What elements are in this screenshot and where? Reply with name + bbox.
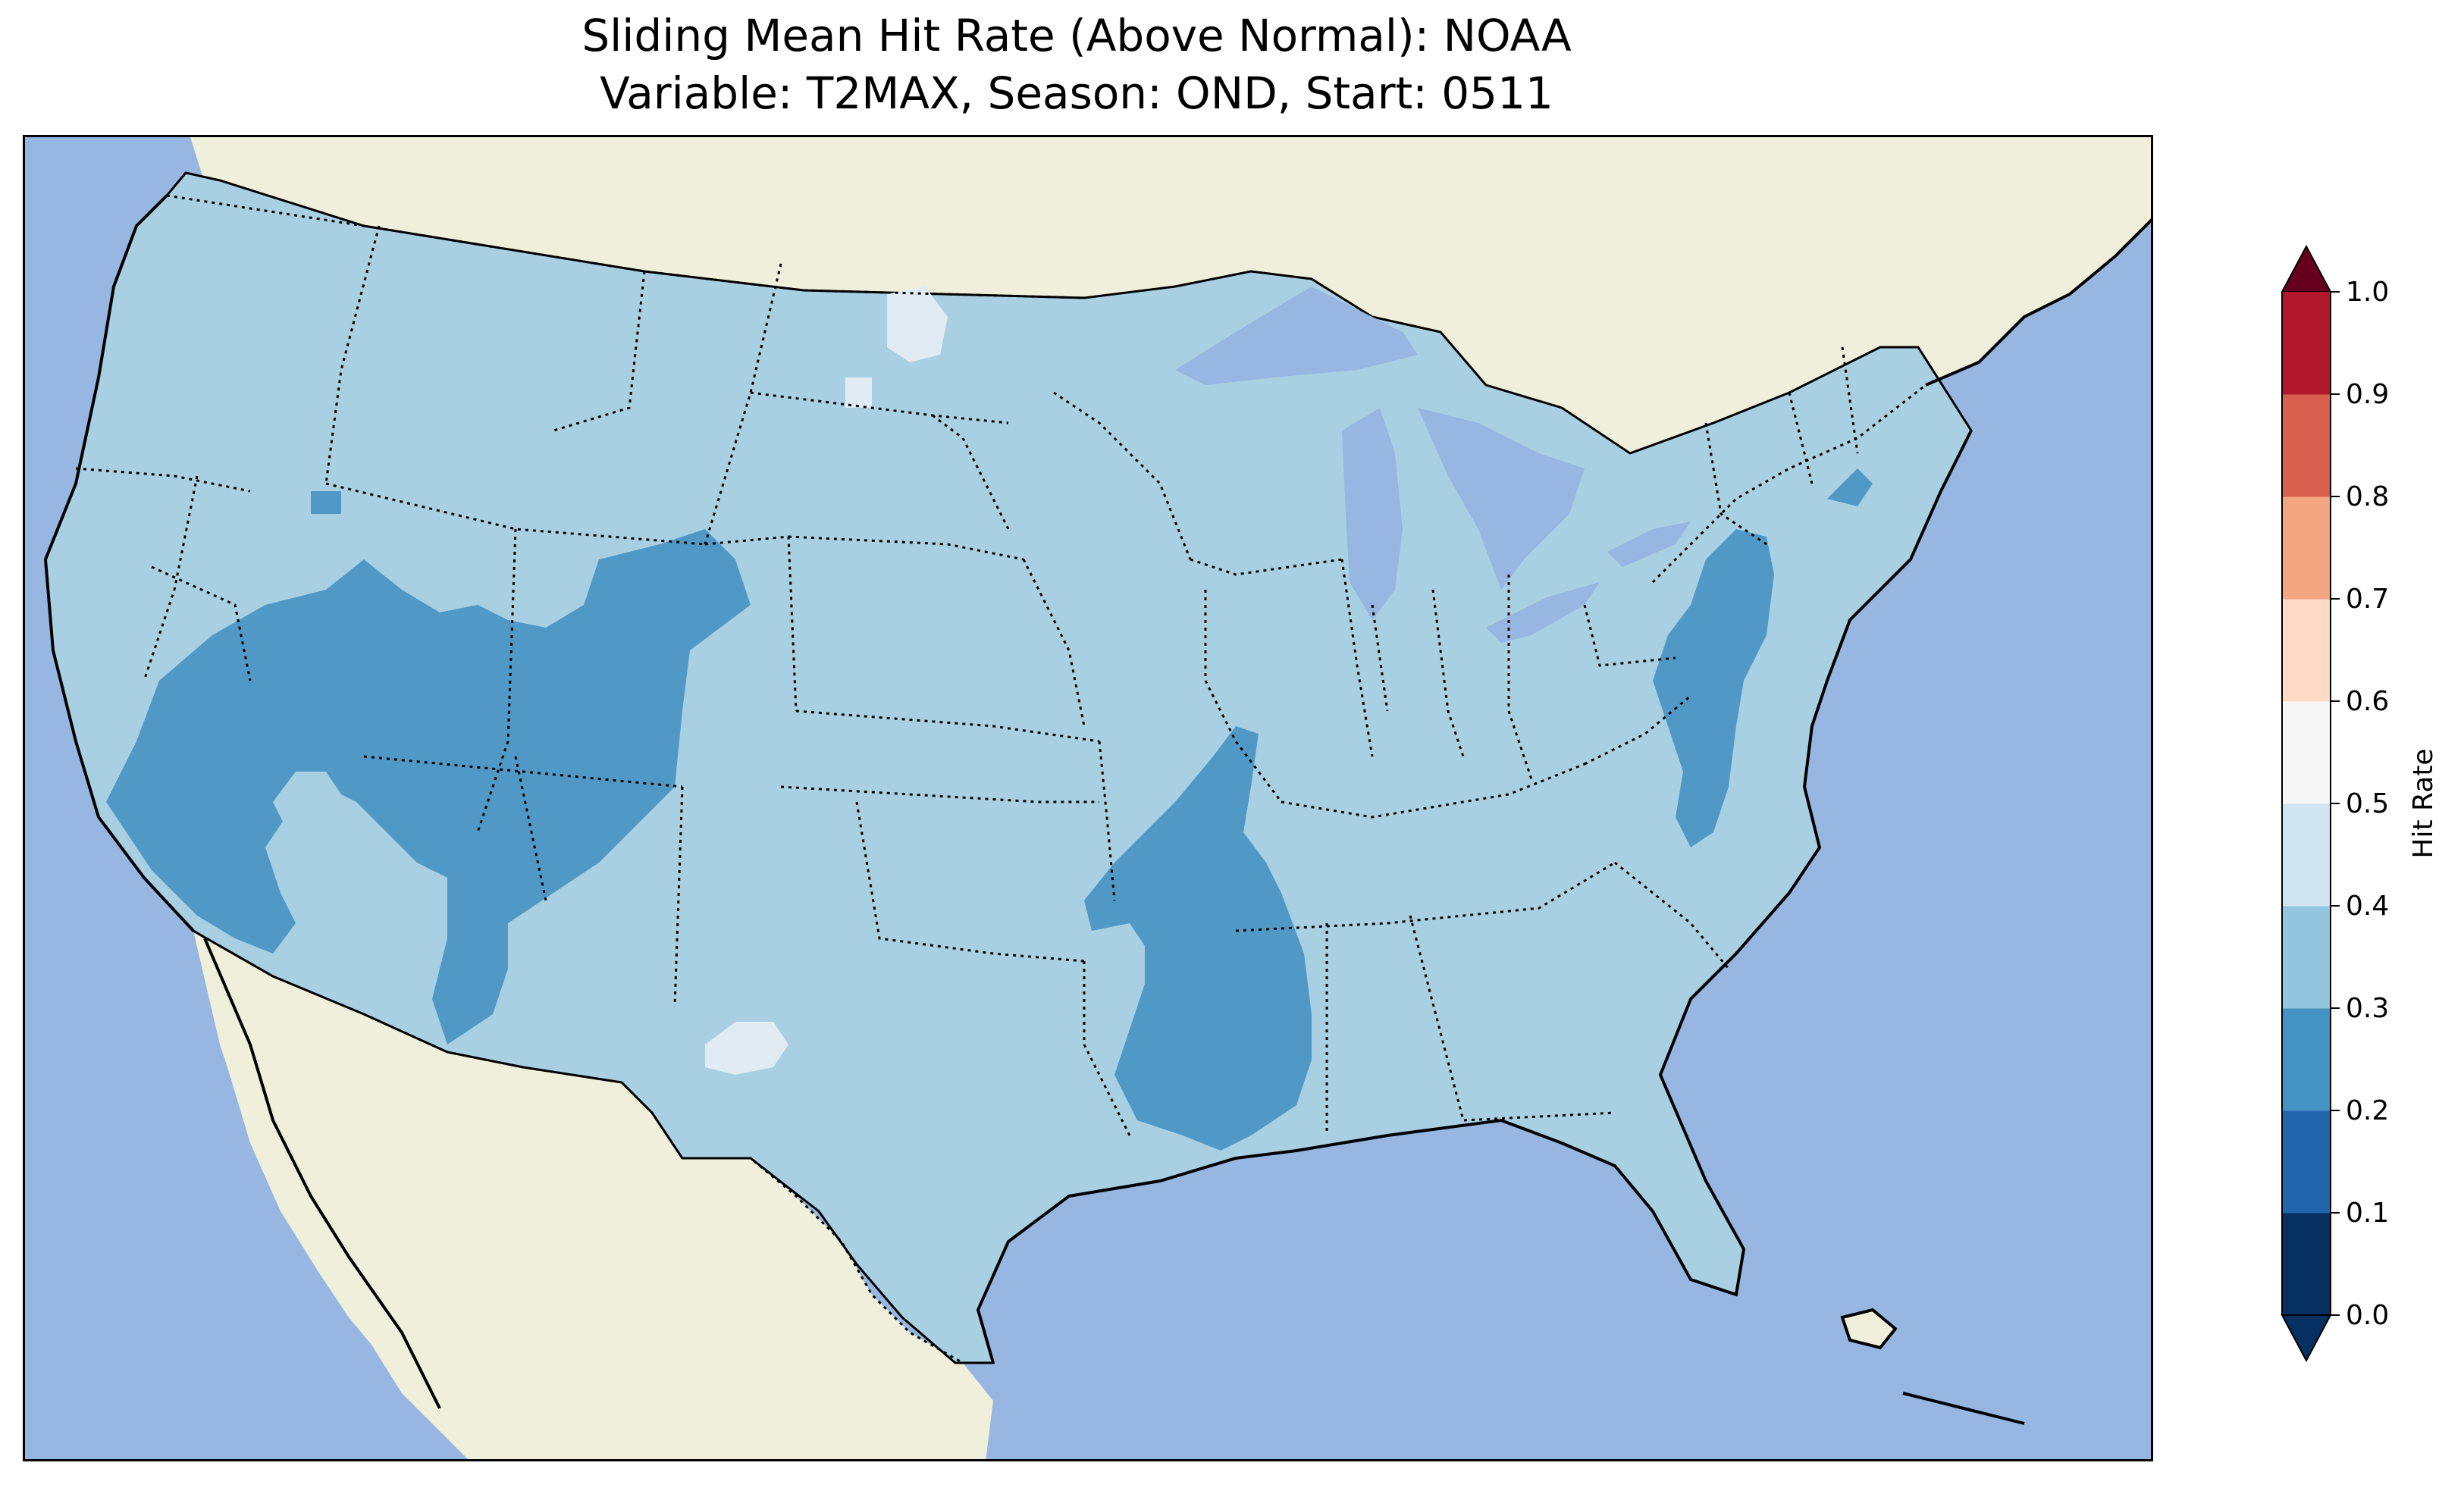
colorbar-band <box>2282 292 2331 395</box>
colorbar-label: Hit Rate <box>2408 748 2439 858</box>
colorbar-tick-label: 0.9 <box>2346 379 2389 410</box>
colorbar-band <box>2282 599 2331 702</box>
colorbar-band <box>2282 1008 2331 1111</box>
lake-erie <box>1486 582 1600 643</box>
colorbar-band <box>2282 906 2331 1009</box>
map-frame <box>23 135 2153 1461</box>
colorbar-tick-label: 0.1 <box>2346 1198 2389 1229</box>
coastlines <box>43 194 2153 1425</box>
mid-atlantic-region-0.2-0.3 <box>1653 529 1774 847</box>
texas-region-0.4-0.5 <box>705 1022 788 1075</box>
north-dakota-region-0.4-0.5 <box>887 287 948 362</box>
colorbar-band <box>2282 496 2331 600</box>
colorbar-band <box>2282 803 2331 907</box>
colorbar-band <box>2282 394 2331 497</box>
oregon-dot <box>311 491 341 514</box>
colorbar-tick-label: 0.7 <box>2346 584 2389 615</box>
colorbar-extend-under <box>2281 1314 2332 1363</box>
colorbar-tick-label: 0.6 <box>2346 686 2389 717</box>
colorbar-band <box>2282 701 2331 804</box>
lake-superior <box>1175 287 1418 385</box>
hit-rate-map <box>23 135 2153 1461</box>
new-england-coast-region <box>1827 468 1873 506</box>
lake-michigan <box>1342 408 1403 620</box>
colorbar: 0.0 0.1 0.2 0.3 0.4 0.5 0.6 0.7 0.8 0.9 1.0 Hit Ra… <box>2281 244 2439 1363</box>
colorbar-extend-over <box>2281 244 2332 293</box>
chart-title-line-2: Variable: T2MAX, Season: OND, Start: 051… <box>600 67 1553 119</box>
colorbar-tick-label: 0.4 <box>2346 891 2389 922</box>
nevada-pocket <box>273 772 341 847</box>
colorbar-band <box>2282 1213 2331 1316</box>
colorbar-tick-label: 0.2 <box>2346 1095 2389 1126</box>
arkansas-mississippi-region-0.2-0.3 <box>1084 726 1312 1151</box>
country-borders <box>166 194 1926 1364</box>
high-hit-rate-regions <box>705 287 948 1075</box>
colorbar-tick-label: 0.0 <box>2346 1300 2389 1331</box>
lake-ontario <box>1607 521 1691 567</box>
colorbar-tick-label: 0.8 <box>2346 481 2389 512</box>
colorbar-tick-label: 0.5 <box>2346 788 2389 819</box>
colorbar-band <box>2282 1110 2331 1214</box>
colorbar-tick-label: 1.0 <box>2346 277 2389 308</box>
state-borders <box>75 225 1859 1136</box>
lake-huron <box>1418 408 1585 590</box>
chart-title-line-1: Sliding Mean Hit Rate (Above Normal): NO… <box>582 10 1572 61</box>
nd-small-region <box>845 377 872 408</box>
colorbar-tick-label: 0.3 <box>2346 993 2389 1024</box>
low-hit-rate-regions <box>106 468 1873 1151</box>
west-region-0.2-0.3 <box>106 529 751 1045</box>
